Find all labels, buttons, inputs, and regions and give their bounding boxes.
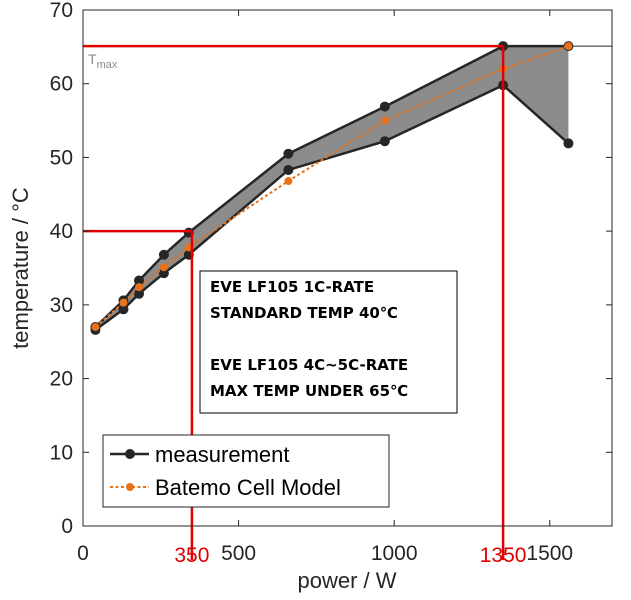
y-tick-label: 60 [50, 73, 73, 96]
measurement-lower-point [134, 288, 145, 299]
annotation-line: STANDARD TEMP 40℃ [210, 304, 398, 322]
model-point [159, 263, 168, 272]
x-axis-title: power / W [297, 568, 396, 593]
model-point [119, 298, 128, 307]
model-point [91, 322, 100, 331]
measurement-lower-point [563, 138, 574, 149]
model-point [284, 177, 293, 186]
measurement-upper-point [379, 101, 390, 112]
annotation-box [199, 270, 458, 414]
measurement-lower-point [118, 304, 129, 315]
measurement-lower-point [158, 268, 169, 279]
y-tick-label: 10 [50, 441, 73, 464]
ref-x-label: 1350 [480, 544, 527, 567]
y-tick-label: 40 [50, 220, 73, 243]
y-tick-label: 70 [50, 0, 73, 22]
annotation-line: EVE LF105 4C~5C-RATE [210, 356, 408, 374]
y-tick-label: 0 [61, 515, 73, 538]
measurement-upper-point [134, 275, 145, 286]
measurement-lower-point [379, 136, 390, 147]
x-tick-label: 500 [221, 542, 256, 565]
ref-x-label: 350 [174, 544, 209, 567]
y-tick-label: 50 [50, 146, 73, 169]
y-axis-title: temperature / °C [8, 187, 33, 349]
x-tick-label: 1500 [526, 542, 573, 565]
model-point [564, 42, 573, 51]
legend-measurement-label: measurement [155, 442, 290, 467]
axes-box [82, 9, 613, 527]
x-tick-label: 0 [77, 542, 89, 565]
legend-model-marker [126, 483, 134, 491]
legend-model-label: Batemo Cell Model [155, 475, 341, 500]
tmax-subscript: max [97, 59, 118, 71]
model-point [380, 116, 389, 125]
y-tick-label: 20 [50, 368, 73, 391]
legend-measurement-marker [125, 449, 135, 459]
annotation-line: EVE LF105 1C-RATE [210, 278, 374, 296]
x-tick-label: 1000 [371, 542, 418, 565]
model-point [135, 283, 144, 292]
legend-box [102, 434, 390, 508]
measurement-band [95, 46, 569, 330]
measurement-lower-point [283, 164, 294, 175]
y-tick-label: 30 [50, 294, 73, 317]
measurement-upper-point [158, 249, 169, 260]
annotation-line: MAX TEMP UNDER 65℃ [210, 382, 408, 400]
measurement-upper-point [283, 148, 294, 159]
